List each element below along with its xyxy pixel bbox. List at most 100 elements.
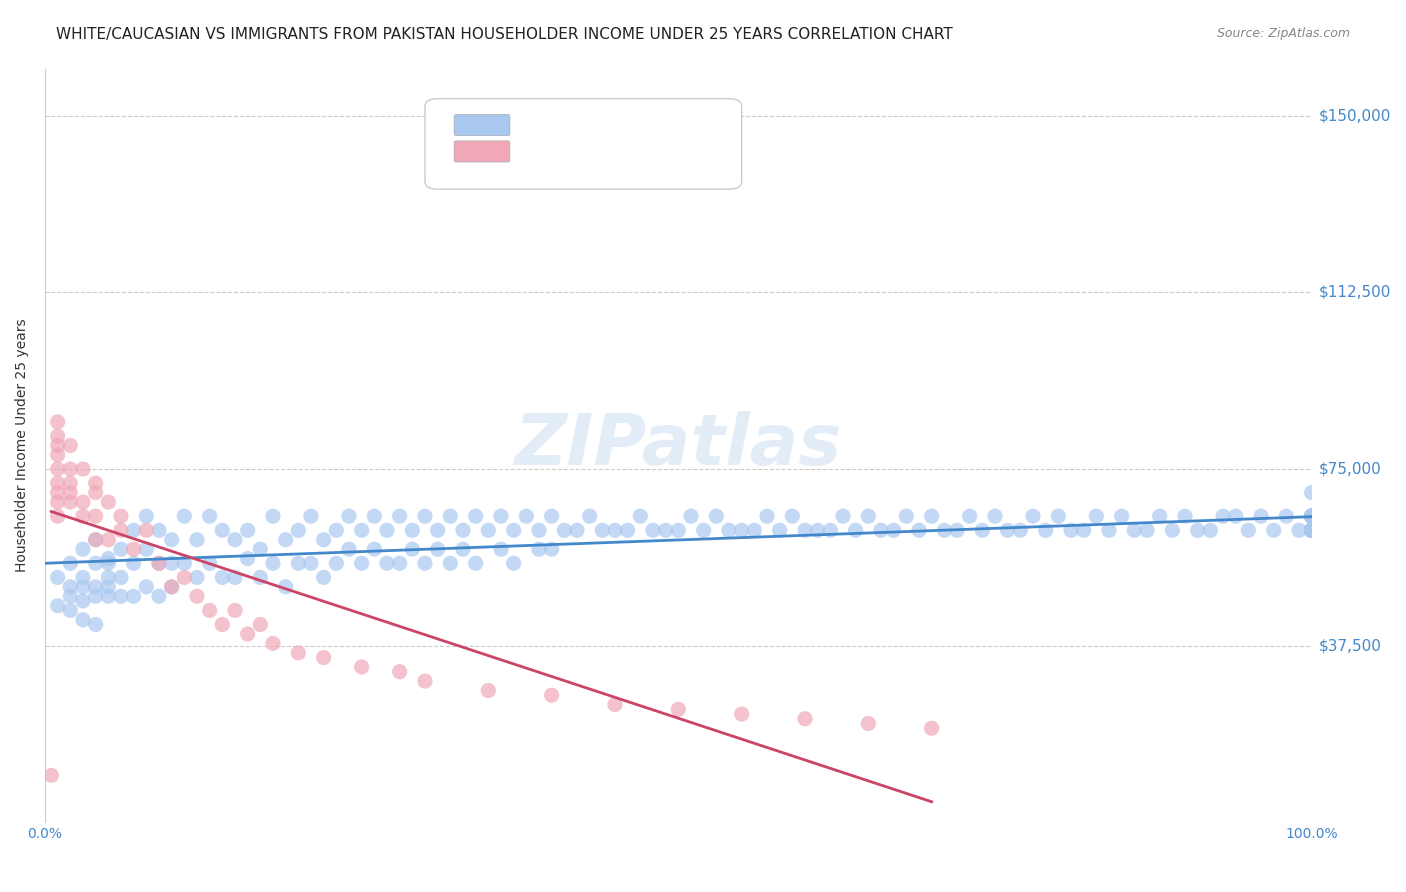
- Point: [692, 524, 714, 538]
- Point: [794, 712, 817, 726]
- Point: [997, 524, 1019, 538]
- Point: [1301, 524, 1323, 538]
- Point: [1301, 509, 1323, 524]
- Point: [515, 509, 537, 524]
- Point: [312, 533, 335, 547]
- Point: [312, 570, 335, 584]
- Point: [1301, 524, 1323, 538]
- Point: [540, 509, 562, 524]
- Point: [553, 524, 575, 538]
- Point: [122, 556, 145, 570]
- Point: [401, 524, 423, 538]
- Point: [1301, 509, 1323, 524]
- Point: [84, 580, 107, 594]
- Point: [84, 533, 107, 547]
- Point: [1174, 509, 1197, 524]
- Point: [1250, 509, 1272, 524]
- Point: [46, 429, 69, 443]
- Point: [46, 485, 69, 500]
- Point: [1301, 524, 1323, 538]
- Point: [1301, 509, 1323, 524]
- Point: [1301, 524, 1323, 538]
- Point: [72, 462, 94, 476]
- Point: [1263, 524, 1285, 538]
- Point: [110, 509, 132, 524]
- Point: [1301, 524, 1323, 538]
- Text: WHITE/CAUCASIAN VS IMMIGRANTS FROM PAKISTAN HOUSEHOLDER INCOME UNDER 25 YEARS CO: WHITE/CAUCASIAN VS IMMIGRANTS FROM PAKIS…: [56, 27, 953, 42]
- Point: [1301, 509, 1323, 524]
- Point: [72, 542, 94, 557]
- Point: [1301, 509, 1323, 524]
- Point: [858, 509, 880, 524]
- Point: [39, 768, 62, 782]
- Text: R =: R =: [526, 118, 560, 133]
- Point: [666, 524, 689, 538]
- Point: [1301, 524, 1323, 538]
- Point: [148, 589, 170, 603]
- Point: [299, 509, 322, 524]
- Point: [110, 524, 132, 538]
- Point: [46, 415, 69, 429]
- Point: [110, 542, 132, 557]
- Point: [1301, 509, 1323, 524]
- Point: [236, 551, 259, 566]
- Point: [540, 542, 562, 557]
- Point: [173, 556, 195, 570]
- Point: [921, 721, 943, 735]
- Point: [148, 556, 170, 570]
- Point: [1212, 509, 1234, 524]
- Point: [540, 688, 562, 702]
- Point: [439, 509, 461, 524]
- Point: [1301, 509, 1323, 524]
- Point: [1098, 524, 1121, 538]
- Point: [1136, 524, 1159, 538]
- Point: [1301, 524, 1323, 538]
- Point: [224, 603, 246, 617]
- Point: [363, 509, 385, 524]
- Point: [527, 542, 550, 557]
- Point: [249, 570, 271, 584]
- Point: [807, 524, 830, 538]
- Point: [299, 556, 322, 570]
- Point: [603, 698, 626, 712]
- Point: [782, 509, 804, 524]
- Point: [666, 702, 689, 716]
- Point: [249, 542, 271, 557]
- Point: [72, 509, 94, 524]
- Point: [1301, 509, 1323, 524]
- Point: [1301, 509, 1323, 524]
- Point: [375, 524, 398, 538]
- Point: [211, 617, 233, 632]
- Point: [46, 599, 69, 613]
- Point: [858, 716, 880, 731]
- Point: [477, 524, 499, 538]
- Point: [413, 556, 436, 570]
- Point: [1301, 509, 1323, 524]
- Point: [679, 509, 702, 524]
- Text: ZIPatlas: ZIPatlas: [515, 411, 842, 480]
- Point: [262, 636, 284, 650]
- Point: [832, 509, 855, 524]
- Point: [896, 509, 918, 524]
- Point: [122, 542, 145, 557]
- Point: [388, 509, 411, 524]
- Point: [46, 495, 69, 509]
- Point: [224, 570, 246, 584]
- Point: [1301, 509, 1323, 524]
- Point: [262, 509, 284, 524]
- Point: [84, 589, 107, 603]
- Point: [489, 509, 512, 524]
- Point: [236, 627, 259, 641]
- Point: [186, 570, 208, 584]
- Point: [110, 570, 132, 584]
- Point: [59, 462, 82, 476]
- Point: [72, 613, 94, 627]
- Point: [730, 524, 752, 538]
- Point: [337, 542, 360, 557]
- Point: [1073, 524, 1095, 538]
- Point: [426, 542, 449, 557]
- Point: [97, 589, 120, 603]
- Point: [1301, 524, 1323, 538]
- Point: [135, 542, 157, 557]
- Point: [59, 438, 82, 452]
